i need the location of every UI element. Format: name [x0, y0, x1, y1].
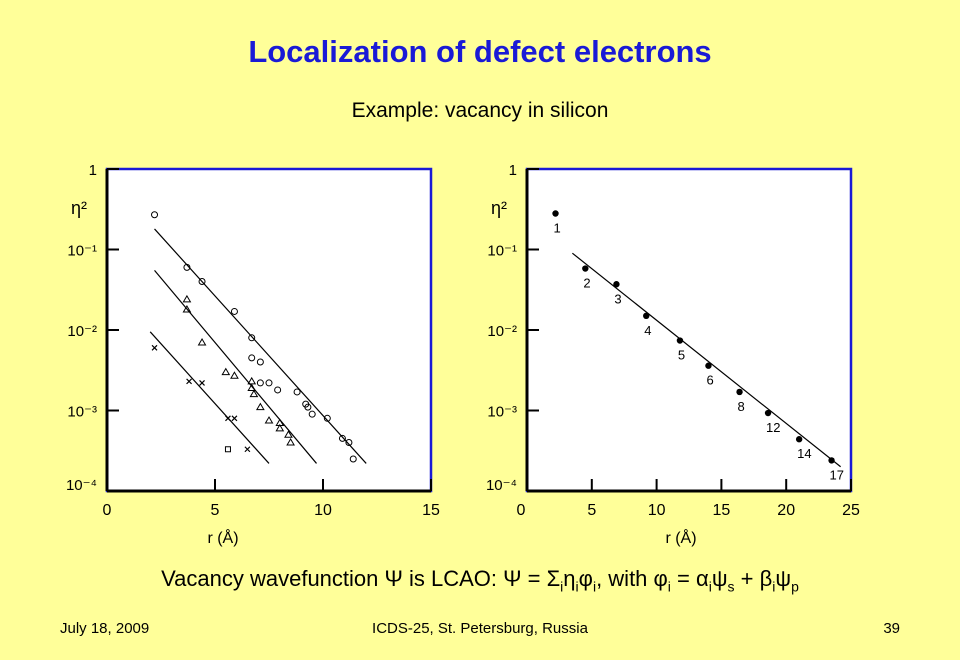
data-point-x: [186, 378, 193, 385]
data-point-circle: [183, 263, 191, 271]
data-point-label: 3: [614, 291, 621, 306]
y-tick-label: 10⁻³: [67, 404, 97, 421]
data-point-square: [224, 446, 231, 453]
data-point-label: 2: [583, 276, 590, 291]
x-tick-label: 10: [314, 502, 332, 519]
data-point-triangle: [197, 337, 207, 346]
data-point-dot: [795, 436, 803, 443]
data-point-circle: [256, 358, 264, 366]
y-axis-label: η²: [71, 198, 87, 218]
fit-line: [571, 252, 842, 468]
data-point-label: 8: [738, 399, 745, 414]
x-tick-label: 25: [842, 502, 860, 519]
data-point-label: 17: [830, 467, 844, 482]
x-axis-label: r (Å): [665, 528, 696, 547]
x-tick-label: 15: [713, 502, 731, 519]
chart-left-svg: 1 10⁻¹ 10⁻² 10⁻³ 10⁻⁴ 0 5 10 15 η² r (Å): [66, 162, 440, 547]
y-tick-label: 10⁻⁴: [486, 477, 517, 494]
data-point-circle: [349, 455, 357, 463]
data-point-dot: [613, 281, 620, 288]
data-point-triangle: [230, 371, 239, 379]
y-tick-label: 10⁻³: [487, 404, 517, 421]
data-point-x: [225, 415, 231, 422]
data-point-circle: [248, 354, 256, 362]
data-point-triangle: [284, 430, 293, 438]
data-point-label: 5: [678, 348, 685, 363]
data-point-triangle: [182, 304, 192, 313]
data-point-circle: [265, 379, 273, 387]
x-tick-label: 5: [211, 502, 220, 519]
data-point-triangle: [182, 294, 192, 303]
fit-line: [154, 270, 317, 464]
data-point-circle: [323, 414, 331, 422]
plot-area: [527, 169, 851, 491]
chart-left: 1 10⁻¹ 10⁻² 10⁻³ 10⁻⁴ 0 5 10 15 η² r (Å): [50, 160, 460, 560]
data-point-circle: [345, 439, 353, 447]
data-point-circle: [256, 379, 264, 387]
data-point-dot: [764, 409, 772, 417]
x-tick-label: 5: [587, 502, 596, 519]
y-tick-label: 1: [89, 162, 97, 179]
data-point-x: [231, 415, 238, 422]
slide-subtitle: Example: vacancy in silicon: [351, 99, 609, 122]
y-tick-label: 10⁻¹: [487, 243, 517, 260]
slide-title: Localization of defect electrons: [248, 34, 712, 69]
y-tick-label: 10⁻¹: [67, 243, 97, 260]
data-point-label: 14: [797, 446, 811, 461]
x-tick-label: 0: [517, 502, 526, 519]
data-point-x: [151, 344, 158, 351]
data-point-triangle: [221, 367, 231, 376]
data-point-label: 1: [554, 221, 561, 236]
data-point-circle: [274, 386, 282, 394]
data-point-label: 6: [706, 373, 713, 388]
data-point-circle: [304, 403, 312, 411]
data-point-triangle: [264, 416, 274, 424]
data-point-circle: [151, 211, 159, 219]
footer-conference: ICDS-25, St. Petersburg, Russia: [372, 620, 588, 637]
y-tick-label: 10⁻²: [487, 323, 517, 340]
y-axis-label: η²: [491, 198, 507, 218]
plot-area: [107, 169, 431, 491]
data-point-circle: [308, 410, 316, 418]
x-tick-label: 0: [103, 502, 112, 519]
y-tick-label: 10⁻²: [67, 323, 97, 340]
data-point-triangle: [247, 383, 257, 392]
data-point-label: 4: [644, 323, 651, 338]
x-tick-label: 15: [422, 502, 440, 519]
data-point-triangle: [275, 423, 285, 432]
x-axis-label: r (Å): [207, 528, 238, 547]
data-point-circle: [230, 307, 238, 315]
y-tick-label: 10⁻⁴: [66, 477, 97, 494]
data-point-dot: [736, 388, 743, 396]
data-point-dot: [676, 337, 684, 344]
footer-date: July 18, 2009: [60, 620, 150, 637]
y-tick-label: 1: [509, 162, 517, 179]
x-tick-label: 10: [648, 502, 666, 519]
data-point-dot: [582, 265, 589, 272]
data-point-circle: [338, 434, 346, 442]
fit-line: [149, 331, 270, 464]
data-point-dot: [828, 457, 835, 464]
data-point-x: [199, 380, 205, 386]
chart-right: 1 10⁻¹ 10⁻² 10⁻³ 10⁻⁴ 0 5 10 15 20 25 η² r (Å) 1 2 3 4 5 6…: [470, 160, 880, 560]
data-point-label: 12: [766, 420, 780, 435]
data-point-x: [244, 446, 251, 453]
data-point-dot: [705, 362, 712, 369]
data-point-circle: [248, 334, 256, 342]
data-point-triangle: [286, 438, 295, 446]
data-point-circle: [293, 388, 301, 396]
caption: Vacancy wavefunction Ψ is LCAO: Ψ = Σiηi…: [161, 566, 799, 595]
data-point-circle: [198, 278, 206, 286]
data-point-dot: [552, 210, 559, 217]
data-point-triangle: [255, 402, 265, 411]
x-tick-label: 20: [777, 502, 795, 519]
data-point-triangle: [249, 389, 259, 398]
footer-page-number: 39: [883, 620, 900, 637]
data-point-dot: [643, 312, 650, 320]
